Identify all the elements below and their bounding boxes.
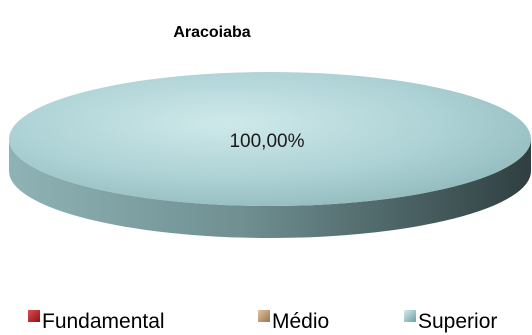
legend-label: Médio bbox=[272, 310, 329, 333]
pie-slice-superior bbox=[9, 72, 531, 206]
legend-swatch bbox=[258, 310, 270, 322]
legend-item: Médio bbox=[258, 310, 329, 333]
legend-label: Superior bbox=[418, 310, 497, 333]
legend-swatch bbox=[28, 310, 40, 322]
pie-group: 100,00% bbox=[9, 72, 531, 238]
legend-label: Fundamental bbox=[42, 310, 165, 333]
data-label: 100,00% bbox=[229, 131, 304, 152]
legend: Fundamental Médio Superior bbox=[28, 310, 497, 333]
legend-swatch bbox=[404, 310, 416, 322]
legend-item: Superior bbox=[404, 310, 497, 333]
chart-title: Aracoiaba bbox=[173, 24, 250, 41]
legend-item: Fundamental bbox=[28, 310, 165, 333]
pie-slice-side bbox=[9, 139, 531, 238]
